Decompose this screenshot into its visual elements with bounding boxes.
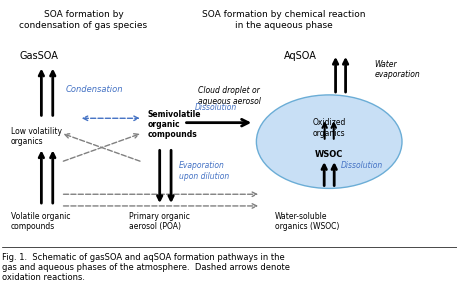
Circle shape — [256, 95, 402, 189]
Text: Dissolution: Dissolution — [341, 160, 383, 170]
Text: Oxidized
organics: Oxidized organics — [312, 118, 346, 138]
Text: AqSOA: AqSOA — [284, 51, 316, 61]
Text: SOA formation by chemical reaction
in the aqueous phase: SOA formation by chemical reaction in th… — [202, 10, 365, 30]
Text: Dissolution: Dissolution — [194, 104, 237, 112]
Text: Evaporation
upon dilution: Evaporation upon dilution — [179, 161, 229, 181]
Text: SOA formation by
condensation of gas species: SOA formation by condensation of gas spe… — [19, 10, 147, 30]
Text: Cloud droplet or
aqueous aerosol: Cloud droplet or aqueous aerosol — [198, 86, 261, 106]
Text: Condensation: Condensation — [65, 85, 123, 94]
Text: Semivolatile
organic
compounds: Semivolatile organic compounds — [147, 109, 201, 139]
Text: Water
evaporation: Water evaporation — [375, 60, 420, 79]
Text: GasSOA: GasSOA — [20, 51, 59, 61]
Text: WSOC: WSOC — [315, 150, 344, 159]
Text: Water-soluble
organics (WSOC): Water-soluble organics (WSOC) — [275, 212, 339, 231]
Text: Volatile organic
compounds: Volatile organic compounds — [11, 212, 70, 231]
Text: Low volatility
organics: Low volatility organics — [11, 127, 62, 146]
Text: Fig. 1.  Schematic of gasSOA and aqSOA formation pathways in the
gas and aqueous: Fig. 1. Schematic of gasSOA and aqSOA fo… — [1, 253, 289, 283]
Text: Primary organic
aerosol (POA): Primary organic aerosol (POA) — [129, 212, 190, 231]
